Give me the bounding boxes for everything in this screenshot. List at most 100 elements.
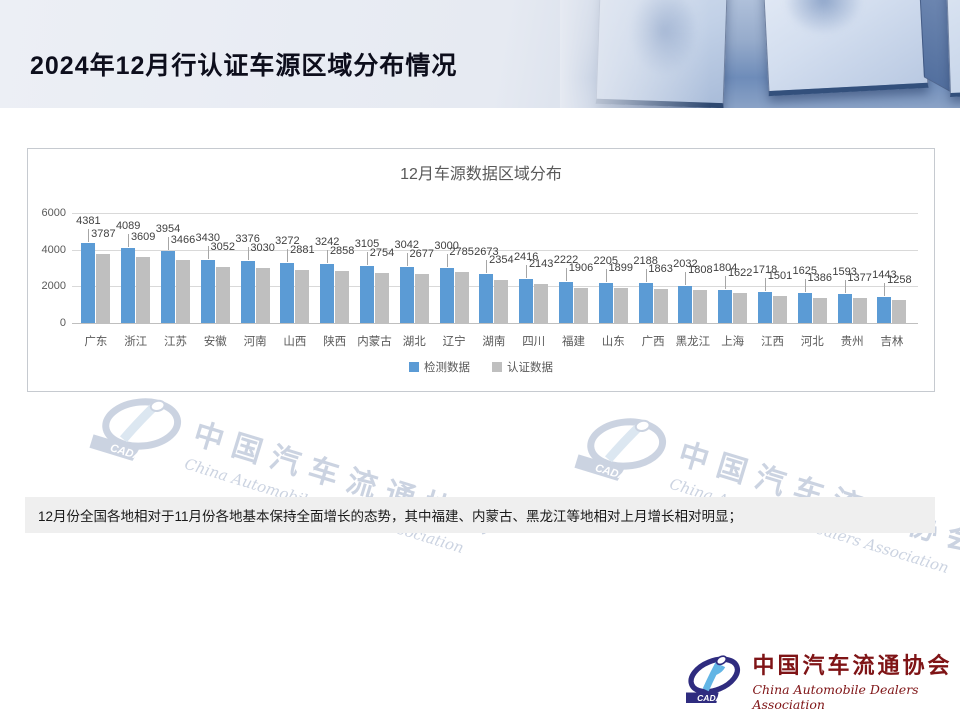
- cada-logo: CADA 中国汽车流通协会 China Automobile Dealers A…: [686, 648, 960, 712]
- data-label-series-2: 2754: [369, 246, 395, 259]
- data-label-leader-line: [605, 268, 607, 282]
- x-axis-category-label: 河南: [243, 336, 267, 348]
- data-label-series-2: 1808: [688, 263, 713, 276]
- bar-series-1: [360, 266, 374, 323]
- x-axis-category-label: 山西: [283, 336, 307, 348]
- x-axis-category-label: 浙江: [124, 336, 148, 348]
- bar-series-1: [638, 282, 653, 323]
- bar-series-1: [678, 285, 693, 323]
- data-label-series-1: 2188: [633, 254, 658, 267]
- data-label-series-2: 2143: [528, 257, 554, 270]
- data-label-series-1: 1718: [752, 263, 778, 276]
- data-label-series-1: 3000: [434, 240, 459, 253]
- bar-series-1: [837, 293, 852, 323]
- data-label-leader-line: [88, 228, 90, 242]
- data-label-leader-line: [844, 279, 846, 293]
- data-label-leader-line: [128, 234, 130, 248]
- data-label-series-1: 3272: [275, 235, 300, 248]
- bar-series-1: [161, 250, 175, 323]
- data-label-series-2: 1501: [767, 269, 793, 282]
- svg-text:CADA: CADA: [697, 693, 722, 703]
- data-label-series-1: 1625: [792, 265, 818, 278]
- x-axis-category-label: 福建: [561, 336, 585, 348]
- y-axis-tick-label: 4000: [41, 243, 66, 256]
- legend-swatch: [409, 362, 419, 372]
- note-band: 12月份全国各地相对于11月份各地基本保持全面增长的态势，其中福建、内蒙古、黑龙…: [25, 497, 935, 533]
- x-axis-category-label: 河北: [800, 336, 824, 348]
- x-axis-category-label: 吉林: [880, 336, 904, 348]
- bar-series-1: [598, 282, 613, 323]
- bar-series-1: [121, 248, 136, 323]
- data-label-series-2: 1622: [727, 267, 753, 280]
- data-label-leader-line: [725, 275, 727, 289]
- cada-name-en: China Automobile Dealers Association: [752, 682, 919, 712]
- x-axis-category-label: 黑龙江: [675, 336, 711, 348]
- data-label-series-1: 3376: [235, 233, 260, 246]
- legend-item: 检测数据: [409, 359, 470, 375]
- chart-legend: 检测数据 认证数据: [28, 359, 934, 375]
- data-label-series-2: 3787: [91, 227, 116, 240]
- data-label-leader-line: [446, 254, 448, 268]
- note-text: 12月份全国各地相对于11月份各地基本保持全面增长的态势，其中福建、内蒙古、黑龙…: [38, 509, 743, 524]
- bar-series-1: [200, 260, 215, 323]
- x-axis-category-label: 安徽: [203, 336, 227, 348]
- data-label-series-1: 1593: [832, 265, 857, 278]
- data-label-series-2: 2677: [409, 248, 435, 260]
- data-label-leader-line: [804, 279, 806, 293]
- x-axis-category-label: 广东: [84, 336, 108, 348]
- gridline: [72, 249, 918, 251]
- data-label-series-2: 3052: [210, 241, 236, 254]
- legend-swatch: [492, 362, 502, 372]
- data-label-leader-line: [685, 271, 687, 285]
- data-label-series-2: 3466: [170, 233, 196, 246]
- data-label-leader-line: [327, 249, 329, 263]
- data-label-leader-line: [207, 246, 209, 260]
- data-label-leader-line: [645, 268, 647, 282]
- x-axis-category-label: 湖北: [402, 336, 426, 348]
- data-label-series-1: 2222: [553, 254, 579, 267]
- data-label-leader-line: [486, 260, 488, 274]
- watermark-logo: CADA 中国汽车流通协会 China Automobile Dealers A…: [88, 381, 507, 573]
- chart-title: 12月车源数据区域分布: [400, 166, 562, 183]
- slide-header: 2024年12月行认证车源区域分布情况: [0, 0, 960, 108]
- x-axis-category-label: 江西: [760, 336, 784, 348]
- watermark-logo: CADA 中国汽车流通协会 China Automobile Dealers A…: [573, 401, 960, 593]
- data-label-series-2: 1258: [887, 273, 912, 286]
- bar-series-2: [255, 267, 270, 323]
- legend-item: 认证数据: [492, 359, 553, 375]
- data-label-series-2: 2881: [290, 244, 315, 257]
- bar-series-2: [812, 297, 827, 323]
- bar-series-1: [399, 267, 414, 323]
- x-axis-category-label: 湖南: [482, 336, 506, 348]
- y-axis-tick-label: 6000: [41, 207, 66, 220]
- bar-series-2: [733, 293, 748, 323]
- y-axis-tick-label: 0: [59, 317, 66, 329]
- data-label-series-1: 3430: [195, 232, 221, 245]
- bar-series-2: [414, 274, 429, 323]
- x-axis-category-label: 陕西: [323, 336, 347, 348]
- data-label-series-2: 1863: [648, 262, 673, 275]
- bar-series-2: [852, 297, 867, 323]
- data-label-series-2: 3609: [130, 230, 156, 243]
- legend-label: 检测数据: [424, 362, 470, 374]
- header-cubes-image: [560, 0, 960, 108]
- cada-logo-icon: CADA: [686, 655, 741, 703]
- bar-series-2: [454, 272, 469, 323]
- bar-series-1: [320, 263, 335, 323]
- data-label-series-1: 1443: [872, 268, 897, 281]
- bar-series-2: [136, 256, 151, 323]
- bar-series-1: [479, 274, 494, 323]
- data-label-series-1: 3105: [354, 238, 380, 251]
- y-axis-tick-label: 2000: [41, 280, 66, 293]
- x-axis-category-label: 四川: [522, 336, 546, 348]
- bar-series-1: [559, 282, 573, 323]
- bar-series-1: [439, 268, 454, 323]
- data-label-series-1: 2416: [513, 250, 539, 263]
- data-label-series-1: 4089: [115, 220, 141, 233]
- bar-series-2: [494, 279, 509, 323]
- bar-series-2: [335, 270, 350, 323]
- data-label-series-2: 2354: [489, 253, 514, 266]
- data-label-series-1: 3242: [314, 235, 340, 248]
- data-label-series-2: 1386: [807, 271, 833, 284]
